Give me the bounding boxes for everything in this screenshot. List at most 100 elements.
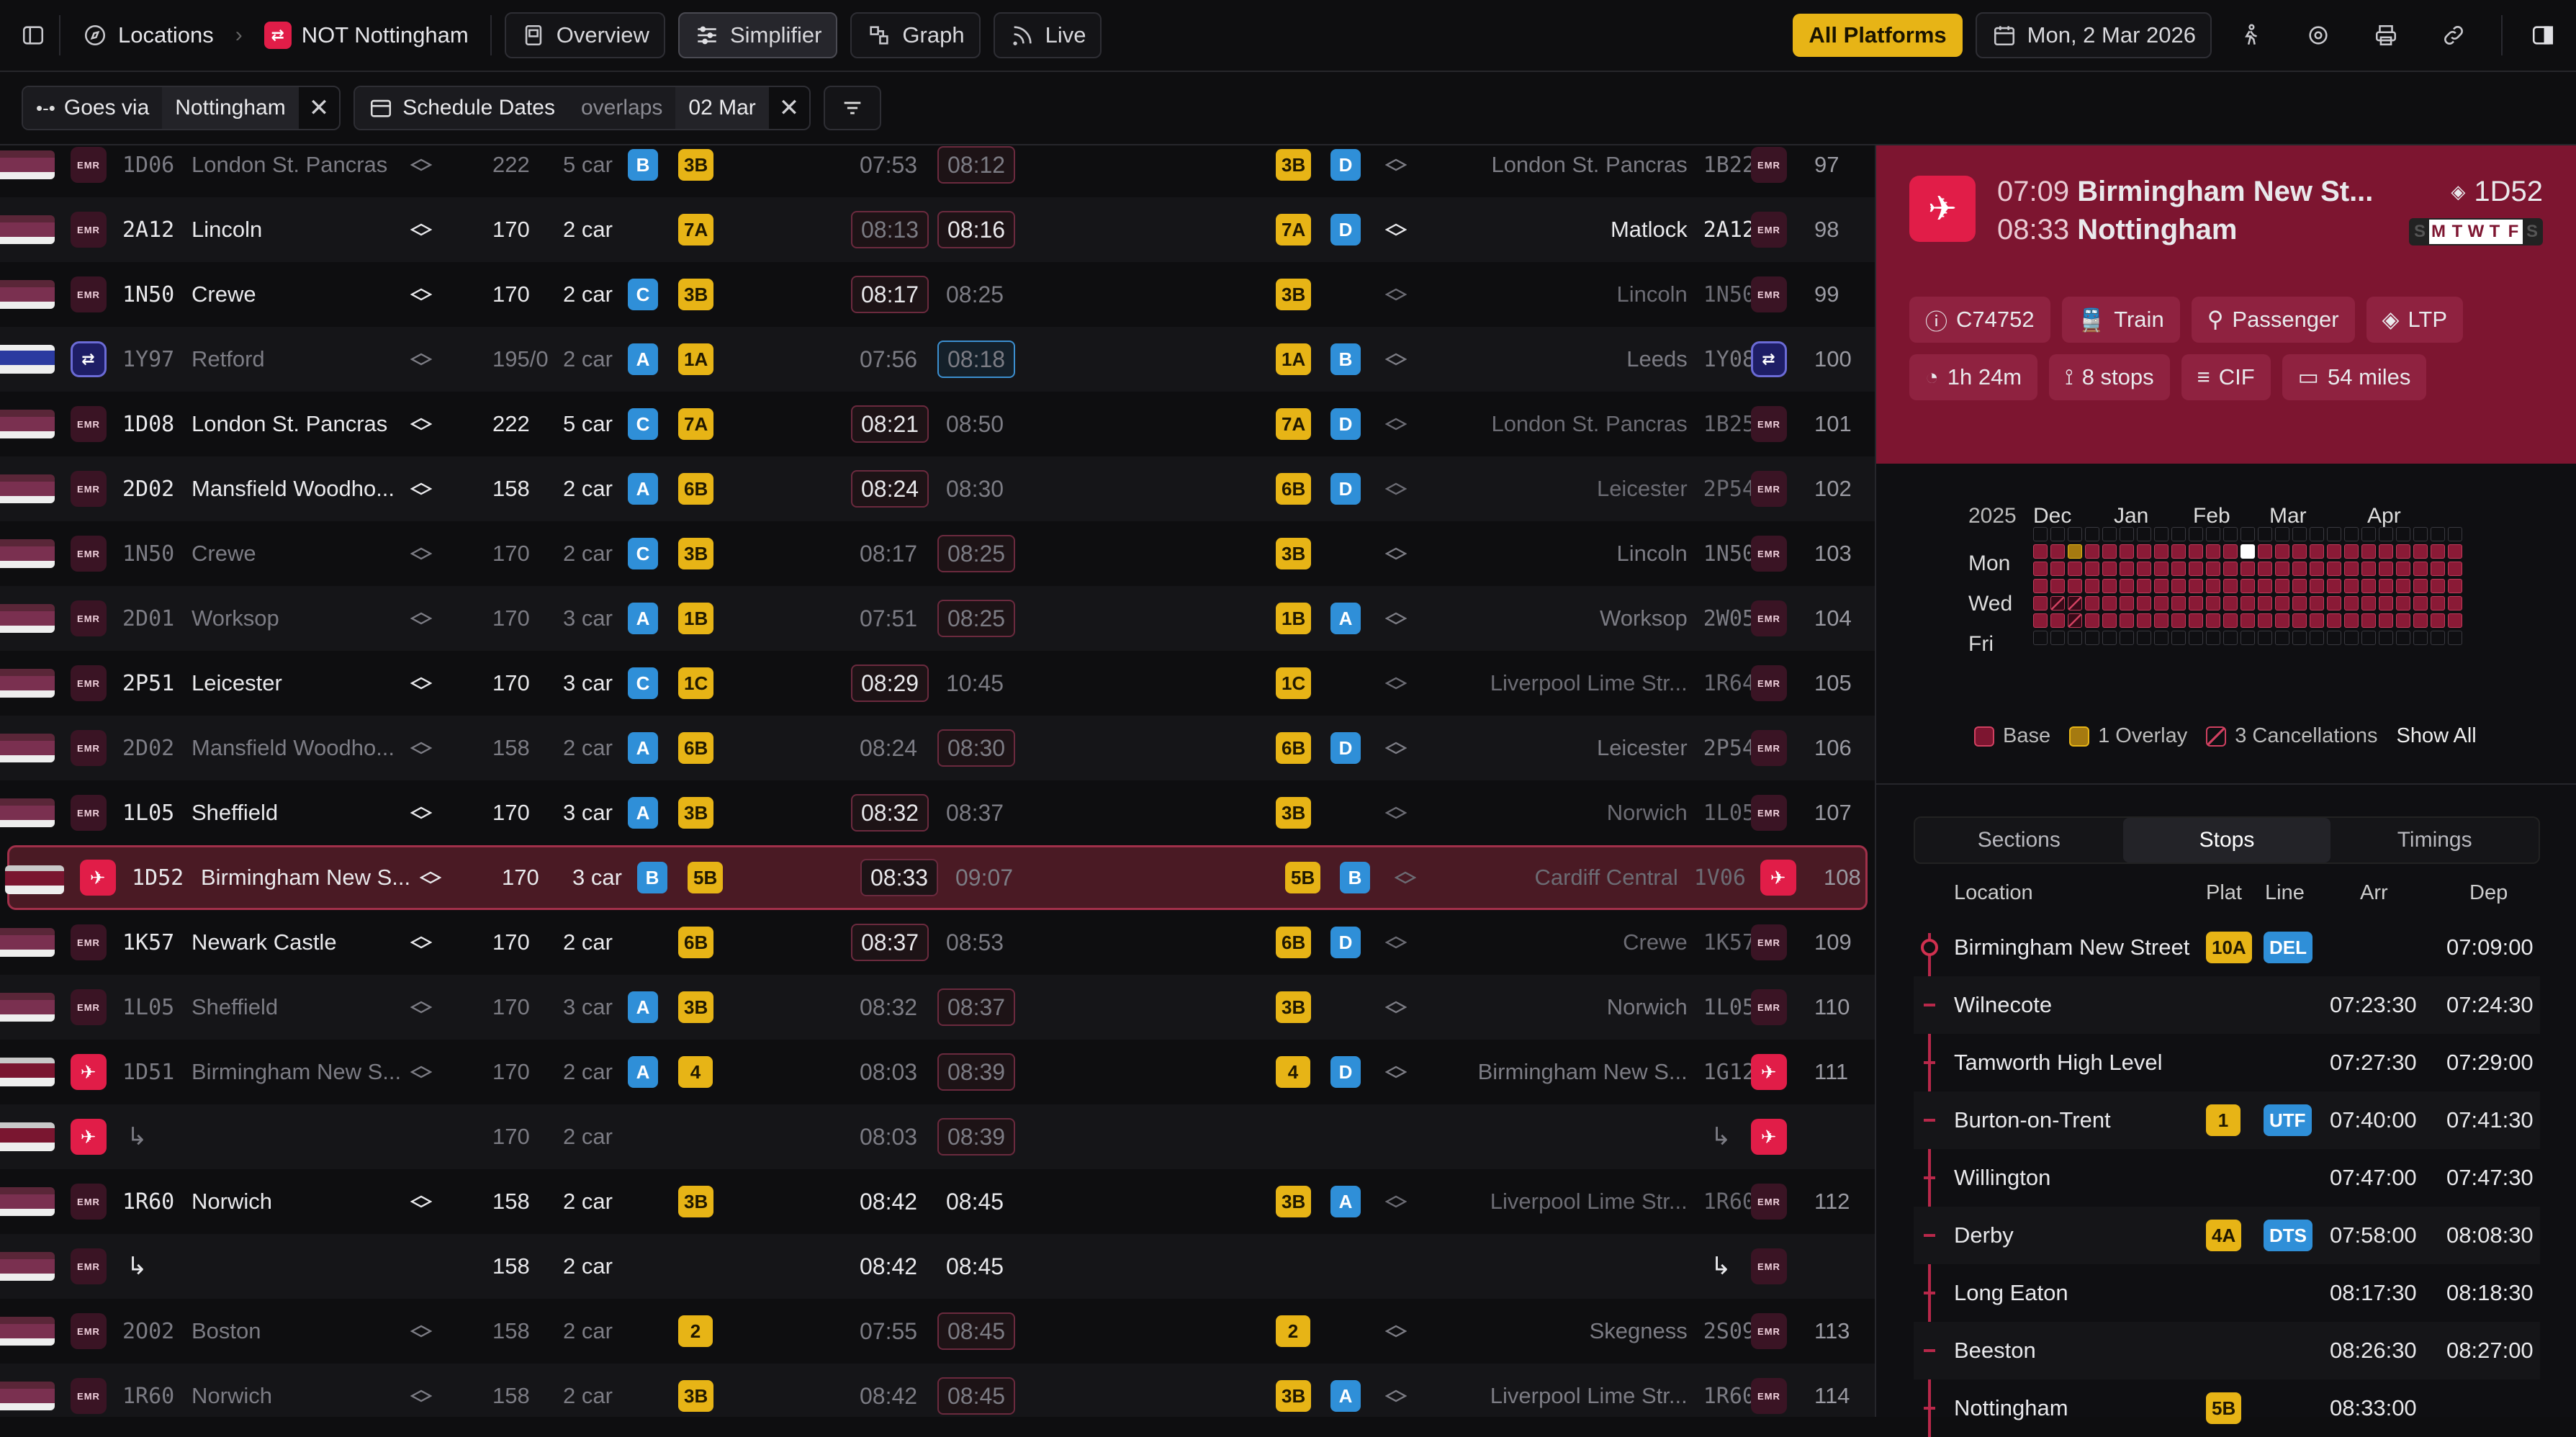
calendar-cell[interactable] (2396, 596, 2410, 611)
table-row[interactable]: EMR 1D08 London St. Pancras 222 5 car C 7A 08:2… (0, 392, 1875, 456)
calendar-cell[interactable] (2327, 544, 2341, 559)
visibility-icon[interactable] (1385, 612, 1407, 625)
visibility-icon[interactable] (1385, 1389, 1407, 1402)
calendar-cell[interactable] (2396, 613, 2410, 628)
calendar-cell[interactable] (2206, 613, 2220, 628)
calendar-cell[interactable] (2379, 562, 2393, 576)
calendar-cell[interactable] (2068, 544, 2082, 559)
calendar-cell[interactable] (2206, 579, 2220, 593)
calendar-cell[interactable] (2413, 579, 2428, 593)
table-row[interactable]: EMR 2D01 Worksop 170 3 car A 1B 07:51 08:25 1B A Wo… (0, 586, 1875, 651)
visibility-icon[interactable] (410, 612, 432, 625)
calendar-cell[interactable] (2258, 596, 2272, 611)
stop-row[interactable]: Tamworth High Level 07:27:30 07:29:00 (1914, 1034, 2540, 1091)
calendar-cell[interactable] (2068, 596, 2082, 611)
calendar-cell[interactable] (2189, 596, 2203, 611)
calendar-cell[interactable] (2310, 562, 2324, 576)
calendar-cell[interactable] (2292, 631, 2307, 645)
calendar-cell[interactable] (2431, 527, 2445, 541)
table-row[interactable]: EMR 2P51 Leicester 170 3 car C 1C 08:29 10:45 1C L… (0, 651, 1875, 716)
goes-via-value[interactable]: Nottingham (162, 87, 299, 129)
calendar-cell[interactable] (2361, 613, 2376, 628)
visibility-icon[interactable] (410, 677, 432, 690)
calendar-cell[interactable] (2396, 631, 2410, 645)
table-row[interactable]: EMR 1R60 Norwich 158 2 car 3B 08:42 08:45 3B A Liv… (0, 1169, 1875, 1234)
calendar-cell[interactable] (2413, 544, 2428, 559)
calendar-cell[interactable] (2137, 613, 2151, 628)
stop-row[interactable]: Beeston 08:26:30 08:27:00 (1914, 1322, 2540, 1379)
calendar-cell[interactable] (2223, 562, 2238, 576)
link-icon[interactable] (2441, 22, 2467, 48)
calendar-cell[interactable] (2189, 579, 2203, 593)
calendar-cell[interactable] (2189, 562, 2203, 576)
visibility-icon[interactable] (1385, 288, 1407, 301)
visibility-icon[interactable] (1385, 1001, 1407, 1014)
show-all-link[interactable]: Show All (2396, 724, 2477, 747)
walking-icon[interactable] (2238, 22, 2264, 48)
calendar-cell[interactable] (2050, 613, 2065, 628)
view-overview-button[interactable]: Overview (504, 12, 665, 58)
visibility-icon[interactable] (410, 1195, 432, 1208)
calendar-cell[interactable] (2033, 527, 2048, 541)
visibility-icon[interactable] (1385, 158, 1407, 171)
table-row[interactable]: EMR 1L05 Sheffield 170 3 car A 3B 08:32 08:37 3B N… (0, 975, 1875, 1040)
stop-row[interactable]: Burton-on-Trent 1 UTF 07:40:00 07:41:30 (1914, 1091, 2540, 1149)
calendar-cell[interactable] (2223, 631, 2238, 645)
calendar-cell[interactable] (2275, 562, 2289, 576)
table-row[interactable]: EMR 1N50 Crewe 170 2 car C 3B 08:17 08:25 3B Linco… (0, 262, 1875, 327)
calendar-cell[interactable] (2292, 596, 2307, 611)
settings-icon[interactable] (2305, 22, 2331, 48)
calendar-cell[interactable] (2189, 527, 2203, 541)
calendar-cell[interactable] (2258, 631, 2272, 645)
calendar-cell[interactable] (2154, 527, 2169, 541)
calendar-cell[interactable] (2050, 562, 2065, 576)
calendar-cell[interactable] (2085, 596, 2099, 611)
visibility-icon[interactable] (1395, 871, 1416, 884)
visibility-icon[interactable] (410, 742, 432, 754)
calendar-cell[interactable] (2241, 527, 2255, 541)
calendar-cell[interactable] (2241, 562, 2255, 576)
calendar-cell[interactable] (2033, 579, 2048, 593)
calendar-cell[interactable] (2344, 579, 2359, 593)
calendar-cell[interactable] (2068, 527, 2082, 541)
schedule-value[interactable]: 02 Mar (675, 87, 769, 129)
calendar-cell[interactable] (2379, 613, 2393, 628)
calendar-cell[interactable] (2379, 631, 2393, 645)
calendar-cell[interactable] (2413, 596, 2428, 611)
visibility-icon[interactable] (1385, 223, 1407, 236)
breadcrumb-locations[interactable]: Locations (73, 12, 222, 58)
print-icon[interactable] (2373, 22, 2399, 48)
calendar-cell[interactable] (2120, 579, 2134, 593)
calendar-cell[interactable] (2171, 613, 2186, 628)
calendar-cell[interactable] (2310, 544, 2324, 559)
calendar-cell[interactable] (2396, 527, 2410, 541)
calendar-cell[interactable] (2413, 562, 2428, 576)
visibility-icon[interactable] (410, 418, 432, 431)
calendar-cell[interactable] (2050, 579, 2065, 593)
stop-row[interactable]: Wilnecote 07:23:30 07:24:30 (1914, 976, 2540, 1034)
calendar-cell[interactable] (2448, 579, 2462, 593)
calendar-cell[interactable] (2327, 596, 2341, 611)
visibility-icon[interactable] (1385, 806, 1407, 819)
calendar-cell[interactable] (2120, 527, 2134, 541)
calendar-cell[interactable] (2448, 527, 2462, 541)
stop-row[interactable]: Derby 4A DTS 07:58:00 08:08:30 (1914, 1207, 2540, 1264)
table-row[interactable]: ✈ 1D52 Birmingham New S... 170 3 car B 5B 08:33… (5, 845, 1868, 910)
calendar-cell[interactable] (2120, 613, 2134, 628)
calendar-cell[interactable] (2241, 579, 2255, 593)
calendar-cell[interactable] (2275, 579, 2289, 593)
calendar-cell[interactable] (2154, 613, 2169, 628)
calendar-cell[interactable] (2068, 562, 2082, 576)
visibility-icon[interactable] (410, 158, 432, 171)
calendar-cell[interactable] (2241, 544, 2255, 559)
calendar-cell[interactable] (2396, 544, 2410, 559)
calendar-cell[interactable] (2137, 527, 2151, 541)
visibility-icon[interactable] (1385, 1325, 1407, 1338)
calendar-cell[interactable] (2344, 631, 2359, 645)
table-subrow[interactable]: ✈ ↳ 170 2 car 08:03 08:39 ↳ ✈ (0, 1104, 1875, 1169)
calendar-cell[interactable] (2413, 527, 2428, 541)
stop-row[interactable]: Nottingham 5B 08:33:00 (1914, 1379, 2540, 1437)
calendar-cell[interactable] (2258, 527, 2272, 541)
sidebar-toggle-icon[interactable] (20, 22, 46, 48)
calendar-cell[interactable] (2448, 631, 2462, 645)
